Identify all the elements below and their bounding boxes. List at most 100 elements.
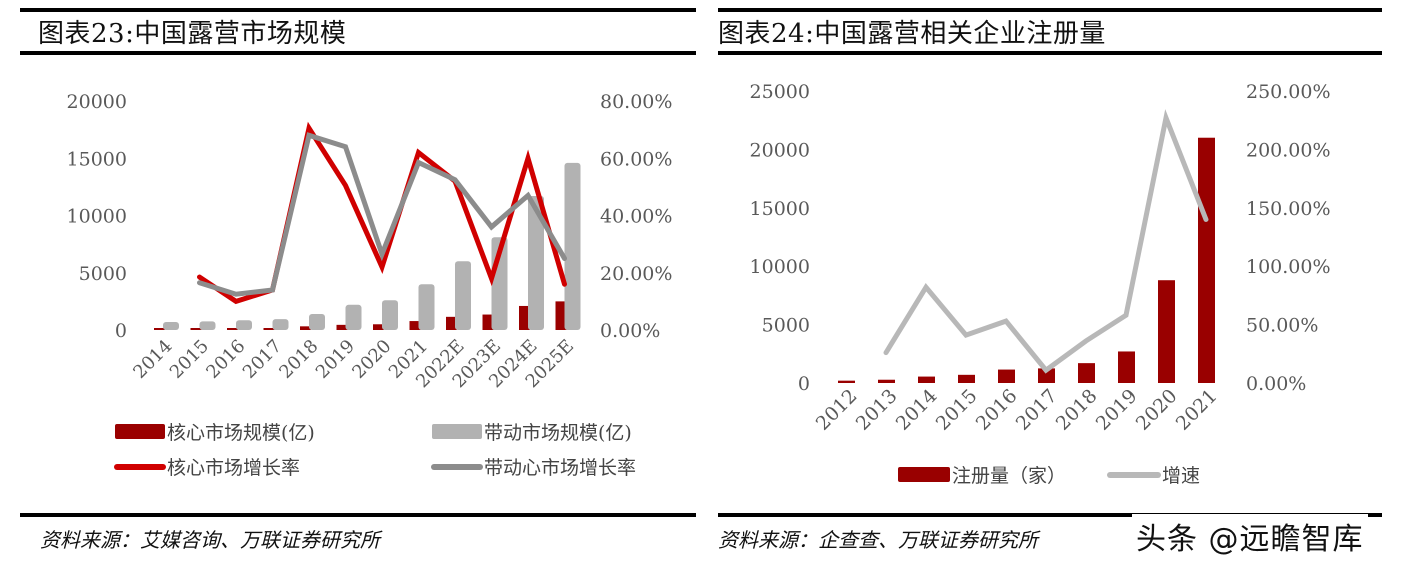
chart-title: 图表24:中国露营相关企业注册量 <box>718 19 1106 49</box>
bar <box>528 196 544 330</box>
bars <box>154 162 581 330</box>
x-axis-label: 2014 <box>892 385 942 435</box>
bar <box>199 321 216 330</box>
chart-title: 图表23:中国露营市场规模 <box>38 19 347 49</box>
y-right-tick: 20.00% <box>600 263 672 285</box>
bar <box>272 319 289 330</box>
source-note: 资料来源：艾媒咨询、万联证券研究所 <box>40 528 380 552</box>
bar <box>555 301 567 330</box>
bar <box>373 324 384 330</box>
y-left-tick: 10000 <box>67 206 127 228</box>
y-left-tick: 0 <box>798 373 810 395</box>
legend-label: 带动市场规模(亿) <box>484 422 632 444</box>
bar <box>564 162 581 330</box>
bar <box>878 379 895 383</box>
bottom-rule <box>718 513 1382 517</box>
bar <box>1038 368 1055 383</box>
source-note: 资料来源：企查查、万联证券研究所 <box>718 528 1038 552</box>
x-axis-label: 2017 <box>239 336 286 383</box>
x-axis-label: 2018 <box>275 336 322 383</box>
bar <box>1198 137 1215 383</box>
title-rule <box>20 51 696 55</box>
bar <box>409 321 421 330</box>
left-chart-panel: 图表23:中国露营市场规模 0 5000 10000 15000 20000 0.00% 2… <box>20 0 696 568</box>
x-axis-label: 2017 <box>1012 385 1062 435</box>
y-left-tick: 20000 <box>750 139 810 161</box>
legend-bar-swatch <box>898 467 950 482</box>
bars <box>838 137 1215 383</box>
x-axis-label: 2019 <box>1092 385 1142 435</box>
x-axis-label: 2012 <box>812 385 862 435</box>
bar <box>345 304 362 330</box>
x-axis-label: 2015 <box>932 385 982 435</box>
bar <box>190 328 202 330</box>
bar <box>998 369 1015 383</box>
y-left-tick: 10000 <box>750 256 810 278</box>
bar <box>519 305 530 330</box>
y-right-tick: 40.00% <box>600 206 672 228</box>
y-left-tick: 5000 <box>762 315 810 337</box>
top-rule <box>718 8 1382 12</box>
legend-label: 注册量（家） <box>952 465 1066 487</box>
bar <box>918 376 935 383</box>
growth-line <box>883 109 1209 374</box>
bar <box>838 380 855 383</box>
bar <box>336 324 348 330</box>
bar <box>1078 363 1095 383</box>
y-left-tick: 20000 <box>67 91 127 113</box>
bar <box>236 320 252 330</box>
y-right-tick: 50.00% <box>1246 315 1318 337</box>
bar <box>958 374 975 383</box>
legend-label: 增速 <box>1162 465 1200 487</box>
bar <box>263 328 275 330</box>
bar <box>300 326 311 330</box>
bar <box>163 321 179 330</box>
y-left-tick: 0 <box>115 320 127 342</box>
y-left-tick: 15000 <box>750 198 810 220</box>
x-axis-label: 2014 <box>129 336 176 383</box>
bottom-rule <box>20 513 696 517</box>
x-axis-label: 2016 <box>972 385 1022 435</box>
y-right-tick: 200.00% <box>1246 139 1331 161</box>
legend-bar-swatch <box>432 424 482 439</box>
y-right-tick: 100.00% <box>1246 256 1331 278</box>
y-right-tick: 0.00% <box>1246 373 1306 395</box>
y-right-tick: 150.00% <box>1246 198 1331 220</box>
right-chart-panel: 图表24:中国露营相关企业注册量 0 5000 10000 15000 20000 250… <box>718 0 1382 568</box>
bar <box>1118 351 1135 383</box>
bar <box>154 328 165 330</box>
legend-bar-swatch <box>115 424 165 439</box>
bar <box>446 316 457 330</box>
legend-label: 带动心市场增长率 <box>484 457 636 479</box>
legend-label: 核心市场增长率 <box>167 457 300 479</box>
x-axis-label: 2020 <box>348 336 395 383</box>
growth-line <box>197 121 567 305</box>
x-axis-label: 2016 <box>202 336 249 383</box>
title-rule <box>718 51 1382 55</box>
bar <box>1158 280 1175 383</box>
y-left-tick: 5000 <box>79 263 127 285</box>
y-left-tick: 15000 <box>67 148 127 170</box>
bar <box>455 261 471 330</box>
bar <box>227 328 238 330</box>
legend-label: 核心市场规模(亿) <box>167 422 315 444</box>
growth-line <box>197 132 567 297</box>
watermark: 头条 @远瞻智库 <box>1132 514 1368 558</box>
y-right-tick: 80.00% <box>600 91 672 113</box>
bar <box>482 314 494 330</box>
bar <box>418 284 435 330</box>
x-axis-label: 2020 <box>1132 385 1182 435</box>
y-right-tick: 60.00% <box>600 148 672 170</box>
top-rule <box>20 8 696 12</box>
y-right-tick: 0.00% <box>600 320 660 342</box>
market-size-chart: 0 5000 10000 15000 20000 0.00% 20.00% 40.00% 60.… <box>67 91 673 479</box>
bar <box>382 300 398 330</box>
x-axis-label: 2019 <box>312 336 359 383</box>
y-left-tick: 25000 <box>750 81 810 103</box>
y-right-tick: 250.00% <box>1246 81 1331 103</box>
registrations-chart: 0 5000 10000 15000 20000 25000 0.00% 50.00% 100.… <box>750 81 1331 487</box>
bar <box>309 313 325 330</box>
x-axis-label: 2021 <box>1172 385 1222 435</box>
x-axis-label: 2015 <box>166 336 213 383</box>
x-axis-label: 2018 <box>1052 385 1102 435</box>
